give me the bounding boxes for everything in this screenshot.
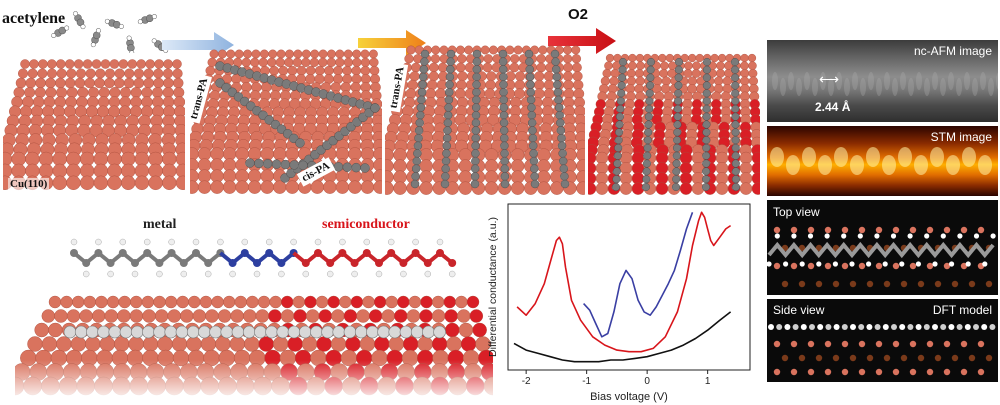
side-view-title: Side view (773, 303, 825, 317)
cu-slab-mixed-pa (190, 49, 382, 194)
top-view-panel: Top view (767, 200, 998, 295)
metal-label: metal (143, 217, 177, 232)
arrow-red (548, 28, 616, 54)
x-tick-label: 0 (644, 376, 650, 387)
top-view-title: Top view (773, 205, 820, 219)
afm-scale-label: 2.44 Å (815, 100, 851, 114)
x-tick-label: -2 (522, 376, 531, 387)
conductance-chart: -2 -1 0 1 Bias voltage (V) Differential condu… (487, 203, 751, 403)
cu-slab-trans-pa (385, 45, 585, 195)
side-view-model (768, 324, 996, 376)
cu-slab-with-wire (15, 295, 493, 402)
afm-panel: nc-AFM image ⟷ 2.44 Å (767, 40, 998, 122)
series-line-1 (583, 212, 694, 338)
o2-label: O2 (568, 6, 589, 23)
top-view-model (767, 226, 996, 288)
side-view-panel: Side view DFT model (767, 299, 998, 382)
series-line-2 (513, 311, 732, 363)
stm-title: STM image (930, 130, 992, 144)
semiconductor-label: semiconductor (322, 217, 410, 232)
polyacetylene-chain-model (70, 238, 457, 278)
cu-slab-oxidized (588, 53, 760, 195)
afm-scale-arrow: ⟷ (819, 71, 840, 87)
x-tick-label: 1 (705, 376, 711, 387)
acetylene-molecules (51, 11, 169, 53)
stm-panel: STM image (767, 126, 998, 196)
dft-model-title: DFT model (932, 303, 992, 317)
cu-slab-clean (3, 59, 185, 191)
afm-texture (772, 72, 998, 96)
x-tick-label: -1 (582, 376, 591, 387)
afm-title: nc-AFM image (913, 44, 992, 58)
y-axis-label: Differential conductance (a.u.) (487, 217, 499, 357)
substrate-label: Cu(110) (8, 178, 50, 190)
stm-texture (770, 147, 992, 175)
acetylene-label: acetylene (2, 10, 66, 27)
chart-frame (507, 203, 751, 371)
series-line-0 (516, 211, 732, 353)
x-axis-label: Bias voltage (V) (590, 391, 668, 403)
